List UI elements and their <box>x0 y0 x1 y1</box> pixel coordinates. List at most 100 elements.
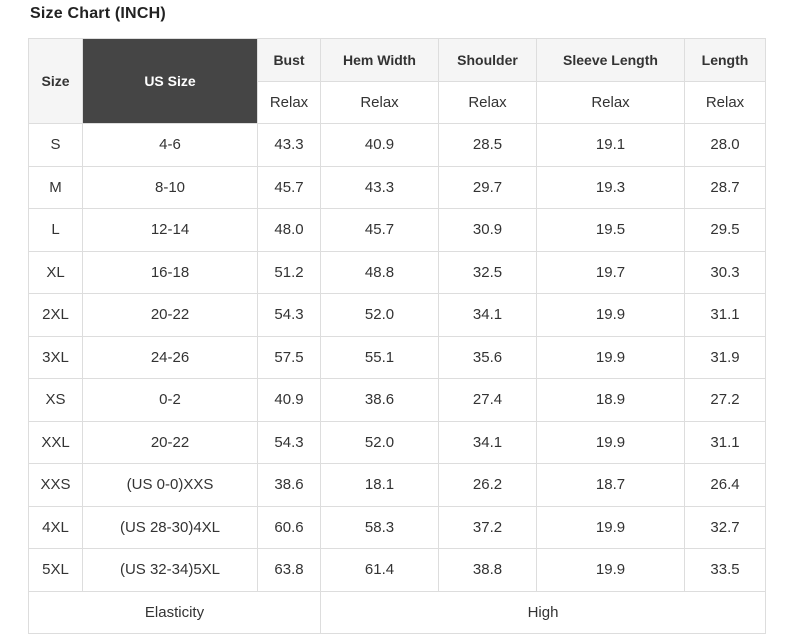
value-cell-length: 29.5 <box>684 208 766 252</box>
value-cell-length: 31.1 <box>684 420 766 464</box>
value-cell-shoulder: 38.8 <box>438 548 537 592</box>
value-cell-hem-width: 48.8 <box>320 250 439 294</box>
value-cell-hem-width: 40.9 <box>320 123 439 167</box>
value-cell-shoulder: 34.1 <box>438 420 537 464</box>
table-row: M 8-10 45.7 43.3 29.7 19.3 28.7 <box>28 165 766 209</box>
value-cell-shoulder: 30.9 <box>438 208 537 252</box>
value-cell-length: 33.5 <box>684 548 766 592</box>
value-cell-sleeve-length: 19.5 <box>536 208 685 252</box>
value-cell-hem-width: 61.4 <box>320 548 439 592</box>
column-header-hem-width: Hem Width <box>320 38 439 82</box>
us-size-cell: 24-26 <box>82 335 258 379</box>
size-cell: L <box>28 208 83 252</box>
value-cell-shoulder: 27.4 <box>438 378 537 422</box>
table-row: 3XL 24-26 57.5 55.1 35.6 19.9 31.9 <box>28 335 766 379</box>
size-chart-table: Size US Size Bust Hem Width Shoulder Sle… <box>28 38 766 634</box>
table-row: 4XL (US 28-30)4XL 60.6 58.3 37.2 19.9 32… <box>28 505 766 549</box>
header-row-fit: Relax Relax Relax Relax Relax <box>29 80 766 124</box>
size-table-header: Size US Size Bust Hem Width Shoulder Sle… <box>28 38 766 124</box>
value-cell-sleeve-length: 18.7 <box>536 463 685 507</box>
value-cell-hem-width: 55.1 <box>320 335 439 379</box>
size-table-body: S 4-6 43.3 40.9 28.5 19.1 28.0 M 8-10 45… <box>28 123 766 592</box>
value-cell-bust: 38.6 <box>257 463 321 507</box>
us-size-cell: 20-22 <box>82 420 258 464</box>
value-cell-length: 30.3 <box>684 250 766 294</box>
value-cell-bust: 45.7 <box>257 165 321 209</box>
fit-subheader-length: Relax <box>684 80 766 124</box>
value-cell-bust: 40.9 <box>257 378 321 422</box>
fit-subheader-bust: Relax <box>257 80 321 124</box>
value-cell-length: 26.4 <box>684 463 766 507</box>
size-cell: XXL <box>28 420 83 464</box>
size-cell: XL <box>28 250 83 294</box>
value-cell-sleeve-length: 19.9 <box>536 293 685 337</box>
value-cell-length: 32.7 <box>684 505 766 549</box>
value-cell-length: 31.1 <box>684 293 766 337</box>
column-header-sleeve-length: Sleeve Length <box>536 38 685 82</box>
column-header-length: Length <box>684 38 766 82</box>
value-cell-hem-width: 18.1 <box>320 463 439 507</box>
value-cell-bust: 51.2 <box>257 250 321 294</box>
size-table-footer: Elasticity High <box>28 590 766 634</box>
value-cell-bust: 48.0 <box>257 208 321 252</box>
value-cell-bust: 57.5 <box>257 335 321 379</box>
value-cell-sleeve-length: 19.1 <box>536 123 685 167</box>
fit-subheader-hem-width: Relax <box>320 80 439 124</box>
size-cell: 5XL <box>28 548 83 592</box>
size-cell: 4XL <box>28 505 83 549</box>
value-cell-hem-width: 52.0 <box>320 420 439 464</box>
value-cell-sleeve-length: 19.9 <box>536 335 685 379</box>
column-header-shoulder: Shoulder <box>438 38 537 82</box>
us-size-cell: (US 0-0)XXS <box>82 463 258 507</box>
table-row: XXL 20-22 54.3 52.0 34.1 19.9 31.1 <box>28 420 766 464</box>
table-row: 2XL 20-22 54.3 52.0 34.1 19.9 31.1 <box>28 293 766 337</box>
header-row-labels: Size US Size Bust Hem Width Shoulder Sle… <box>28 38 766 124</box>
elasticity-value-cell: High <box>320 590 766 634</box>
value-cell-shoulder: 34.1 <box>438 293 537 337</box>
value-cell-hem-width: 58.3 <box>320 505 439 549</box>
value-cell-length: 28.7 <box>684 165 766 209</box>
us-size-cell: 0-2 <box>82 378 258 422</box>
value-cell-sleeve-length: 19.9 <box>536 420 685 464</box>
fit-subheader-shoulder: Relax <box>438 80 537 124</box>
value-cell-sleeve-length: 18.9 <box>536 378 685 422</box>
value-cell-hem-width: 45.7 <box>320 208 439 252</box>
size-cell: XS <box>28 378 83 422</box>
column-header-size: Size <box>28 38 83 124</box>
value-cell-length: 27.2 <box>684 378 766 422</box>
value-cell-sleeve-length: 19.9 <box>536 548 685 592</box>
value-cell-shoulder: 32.5 <box>438 250 537 294</box>
value-cell-length: 31.9 <box>684 335 766 379</box>
table-row: XS 0-2 40.9 38.6 27.4 18.9 27.2 <box>28 378 766 422</box>
column-header-bust: Bust <box>257 38 321 82</box>
value-cell-bust: 54.3 <box>257 293 321 337</box>
value-cell-length: 28.0 <box>684 123 766 167</box>
value-cell-shoulder: 37.2 <box>438 505 537 549</box>
value-cell-bust: 63.8 <box>257 548 321 592</box>
us-size-cell: (US 28-30)4XL <box>82 505 258 549</box>
size-cell: 2XL <box>28 293 83 337</box>
table-row: L 12-14 48.0 45.7 30.9 19.5 29.5 <box>28 208 766 252</box>
value-cell-sleeve-length: 19.9 <box>536 505 685 549</box>
us-size-cell: (US 32-34)5XL <box>82 548 258 592</box>
table-row: S 4-6 43.3 40.9 28.5 19.1 28.0 <box>28 123 766 167</box>
column-header-us-size: US Size <box>82 38 258 124</box>
value-cell-sleeve-length: 19.3 <box>536 165 685 209</box>
value-cell-sleeve-length: 19.7 <box>536 250 685 294</box>
fit-subheader-sleeve-length: Relax <box>536 80 685 124</box>
size-cell: M <box>28 165 83 209</box>
table-row: 5XL (US 32-34)5XL 63.8 61.4 38.8 19.9 33… <box>28 548 766 592</box>
value-cell-bust: 60.6 <box>257 505 321 549</box>
us-size-cell: 16-18 <box>82 250 258 294</box>
elasticity-label-cell: Elasticity <box>28 590 321 634</box>
value-cell-shoulder: 35.6 <box>438 335 537 379</box>
us-size-cell: 12-14 <box>82 208 258 252</box>
us-size-cell: 20-22 <box>82 293 258 337</box>
value-cell-hem-width: 43.3 <box>320 165 439 209</box>
value-cell-shoulder: 26.2 <box>438 463 537 507</box>
elasticity-row: Elasticity High <box>28 590 766 634</box>
value-cell-shoulder: 28.5 <box>438 123 537 167</box>
size-cell: XXS <box>28 463 83 507</box>
size-cell: 3XL <box>28 335 83 379</box>
